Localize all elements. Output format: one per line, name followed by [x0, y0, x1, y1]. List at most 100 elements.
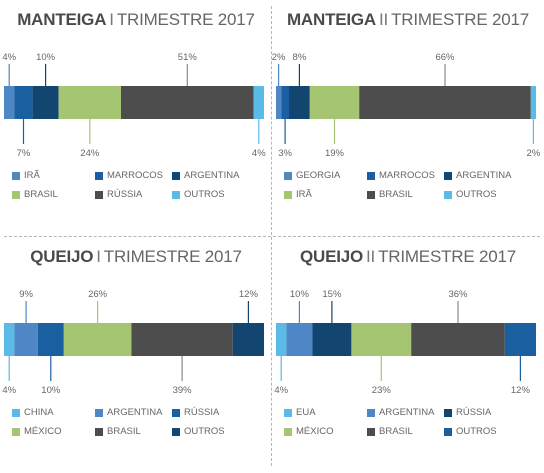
data-label-mexico: 23%	[372, 385, 392, 396]
bar-segment-brasil	[131, 323, 233, 356]
data-label-marrocos: 3%	[278, 148, 292, 159]
legend-item-china: CHINA	[12, 407, 54, 418]
bar-segment-russia	[312, 323, 352, 356]
chart-title-period-prefix: II	[379, 10, 389, 29]
legend-label: OUTROS	[184, 189, 225, 200]
legend-item-argentina: ARGENTINA	[95, 407, 162, 418]
legend-swatch	[367, 408, 375, 417]
bar-segment-russia	[37, 323, 64, 356]
legend-item-outros: OUTROS	[172, 426, 225, 437]
legend-item-outros: OUTROS	[444, 426, 497, 437]
bar-segment-brasil	[359, 86, 531, 119]
bar-segment-ira	[4, 86, 15, 119]
bar-segment-outros	[232, 323, 264, 356]
data-label-brasil: 39%	[173, 385, 193, 396]
legend-swatch	[367, 171, 375, 180]
bar-segment-outros	[253, 86, 264, 119]
legend-swatch	[172, 408, 180, 417]
legend-label: ARGENTINA	[456, 170, 512, 181]
bar-segment-argentina	[32, 86, 59, 119]
stacked-bar-chart: 4% 7% 10% 24% 51% 4%	[2, 52, 266, 159]
chart-title-period: TRIMESTRE 2017	[391, 10, 530, 29]
legend-swatch	[284, 171, 292, 180]
legend-label: MARROCOS	[107, 170, 163, 181]
legend-swatch	[12, 408, 20, 417]
legend-label: BRASIL	[24, 189, 58, 200]
bar-segment-mexico	[63, 323, 132, 356]
legend-swatch	[172, 190, 180, 199]
legend-label: OUTROS	[184, 426, 225, 437]
bar-segment-georgia	[276, 86, 282, 119]
chart-panel-manteiga-ii: MANTEIGA II TRIMESTRE 2017 2% 3% 8% 19% 66% 2% GE…	[272, 0, 544, 236]
legend-swatch	[95, 408, 103, 417]
bar-segment-mexico	[351, 323, 412, 356]
legend-item-argentina: ARGENTINA	[172, 170, 239, 181]
chart-title: QUEIJO I TRIMESTRE 2017	[0, 247, 272, 267]
legend-swatch	[95, 427, 103, 436]
data-label-argentina: 9%	[19, 289, 33, 300]
chart-title-period-prefix: I	[96, 247, 101, 266]
legend-label: BRASIL	[379, 189, 413, 200]
legend-item-ira: IRÃ	[12, 170, 40, 181]
bar-segment-brasil	[411, 323, 505, 356]
bar-segment-marrocos	[281, 86, 289, 119]
chart-title-product: QUEIJO	[30, 247, 94, 266]
legend-label: MÉXICO	[296, 426, 334, 437]
legend-label: CHINA	[24, 407, 54, 418]
data-label-russia: 51%	[178, 52, 198, 63]
legend-item-brasil: BRASIL	[12, 189, 58, 200]
data-label-brasil: 36%	[448, 289, 468, 300]
data-label-outros: 12%	[511, 385, 531, 396]
data-label-georgia: 2%	[272, 52, 286, 63]
data-label-argentina: 10%	[290, 289, 310, 300]
chart-title: MANTEIGA I TRIMESTRE 2017	[0, 10, 272, 30]
chart-title-product: MANTEIGA	[17, 10, 107, 29]
bar-segment-outros	[530, 86, 536, 119]
legend-swatch	[172, 171, 180, 180]
legend-item-russia: RÚSSIA	[95, 189, 142, 200]
legend-label: ARGENTINA	[184, 170, 240, 181]
legend-label: MARROCOS	[379, 170, 435, 181]
legend-item-ira: IRÃ	[284, 189, 312, 200]
data-label-brasil: 66%	[435, 52, 455, 63]
legend-item-brasil: BRASIL	[367, 189, 413, 200]
chart-title-period: TRIMESTRE 2017	[103, 247, 242, 266]
legend-label: BRASIL	[379, 426, 413, 437]
data-label-outros: 2%	[527, 148, 541, 159]
legend-label: RÚSSIA	[184, 407, 220, 418]
legend-label: IRÃ	[296, 189, 312, 200]
data-label-mexico: 26%	[88, 289, 108, 300]
legend-label: OUTROS	[456, 189, 497, 200]
legend-item-outros: OUTROS	[172, 189, 225, 200]
chart-title-product: MANTEIGA	[286, 10, 377, 29]
legend-item-argentina: ARGENTINA	[367, 407, 434, 418]
legend-swatch	[284, 190, 292, 199]
legend-swatch	[284, 427, 292, 436]
data-label-marrocos: 7%	[17, 148, 31, 159]
data-label-outros: 4%	[252, 148, 266, 159]
chart-title-period-prefix: II	[366, 247, 376, 266]
chart-title: MANTEIGA II TRIMESTRE 2017	[272, 10, 544, 30]
chart-panel-queijo-ii: QUEIJO II TRIMESTRE 2017 4% 10% 15% 23% 36% 12% E…	[272, 237, 544, 473]
bar-segment-russia	[121, 86, 254, 119]
legend-swatch	[12, 190, 20, 199]
horizontal-divider	[4, 236, 540, 237]
bar-segment-eua	[276, 323, 287, 356]
data-label-ira: 19%	[325, 148, 345, 159]
data-label-ira: 4%	[2, 52, 16, 63]
legend-item-marrocos: MARROCOS	[95, 170, 163, 181]
chart-title-period-prefix: I	[109, 10, 114, 29]
legend-swatch	[12, 171, 20, 180]
legend-label: MÉXICO	[24, 426, 62, 437]
legend-item-brasil: BRASIL	[95, 426, 141, 437]
legend-item-russia: RÚSSIA	[172, 407, 219, 418]
legend-swatch	[367, 427, 375, 436]
legend-swatch	[444, 171, 452, 180]
chart-title-period: TRIMESTRE 2017	[116, 10, 255, 29]
data-label-brasil: 24%	[80, 148, 100, 159]
stacked-bar-chart: 4% 10% 15% 23% 36% 12%	[274, 289, 536, 396]
legend-item-eua: EUA	[284, 407, 316, 418]
legend-label: EUA	[296, 407, 316, 418]
legend-label: OUTROS	[456, 426, 497, 437]
bar-segment-argentina	[286, 323, 313, 356]
